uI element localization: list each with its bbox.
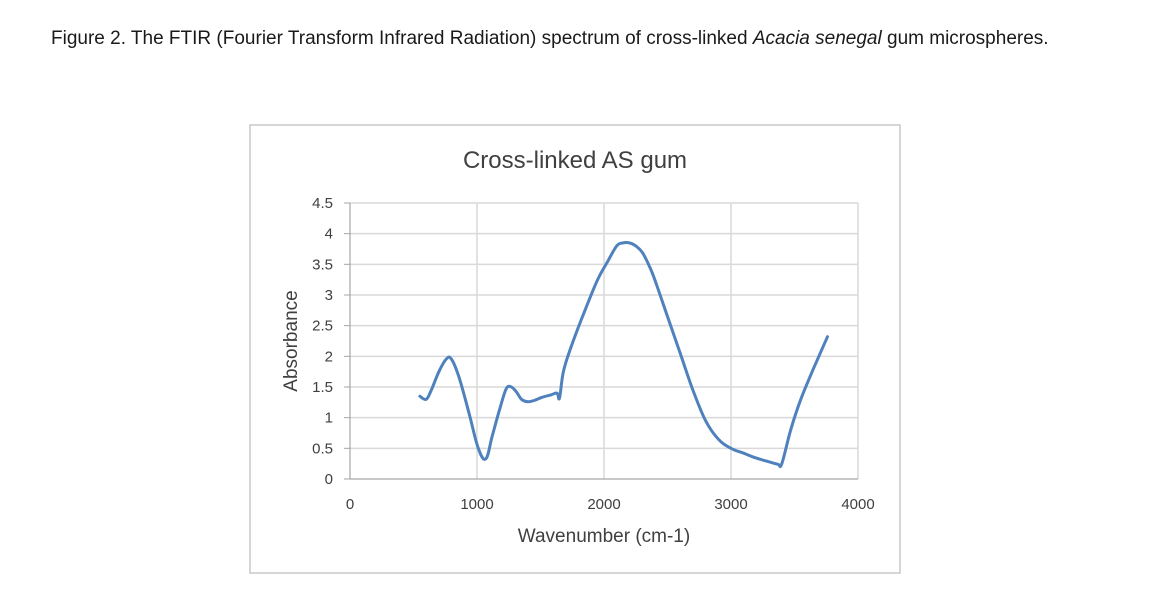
y-tick-label: 1.5: [312, 379, 333, 396]
caption-species: Acacia senegal: [752, 28, 882, 49]
y-tick-label: 4: [325, 226, 333, 243]
x-tick-label: 1000: [460, 496, 493, 513]
y-tick-label: 2.5: [312, 318, 333, 335]
x-tick-labels: 0 1000 2000 3000 4000: [346, 496, 875, 513]
caption-text-end: gum microspheres.: [881, 28, 1049, 49]
y-axis-title: Absorbance: [281, 290, 302, 391]
y-tick-label: 3.5: [312, 256, 333, 273]
chart-title: Cross-linked AS gum: [463, 147, 687, 174]
axes: [344, 202, 858, 480]
y-tick-label: 0: [325, 471, 333, 488]
gridlines: [350, 202, 859, 479]
x-tick-label: 0: [346, 496, 354, 513]
figure-caption: Figure 2. The FTIR (Fourier Transform In…: [51, 28, 1049, 50]
x-axis-title: Wavenumber (cm-1): [518, 526, 690, 547]
caption-text: . The FTIR (Fourier Transform Infrared R…: [120, 28, 753, 49]
y-tick-label: 3: [325, 287, 333, 304]
y-tick-label: 2: [325, 348, 333, 365]
chart-frame: [249, 124, 901, 574]
x-tick-label: 3000: [714, 496, 747, 513]
x-tick-label: 2000: [587, 496, 620, 513]
figure-label: Figure 2: [51, 28, 121, 49]
x-tick-label: 4000: [841, 496, 874, 513]
absorbance-series-line: [418, 240, 829, 469]
y-tick-label: 0.5: [312, 440, 333, 457]
y-tick-label: 4.5: [312, 195, 333, 212]
y-tick-labels: 0 0.5 1 1.5 2 2.5 3 3.5 4 4.5: [312, 195, 333, 488]
y-tick-label: 1: [325, 410, 333, 427]
